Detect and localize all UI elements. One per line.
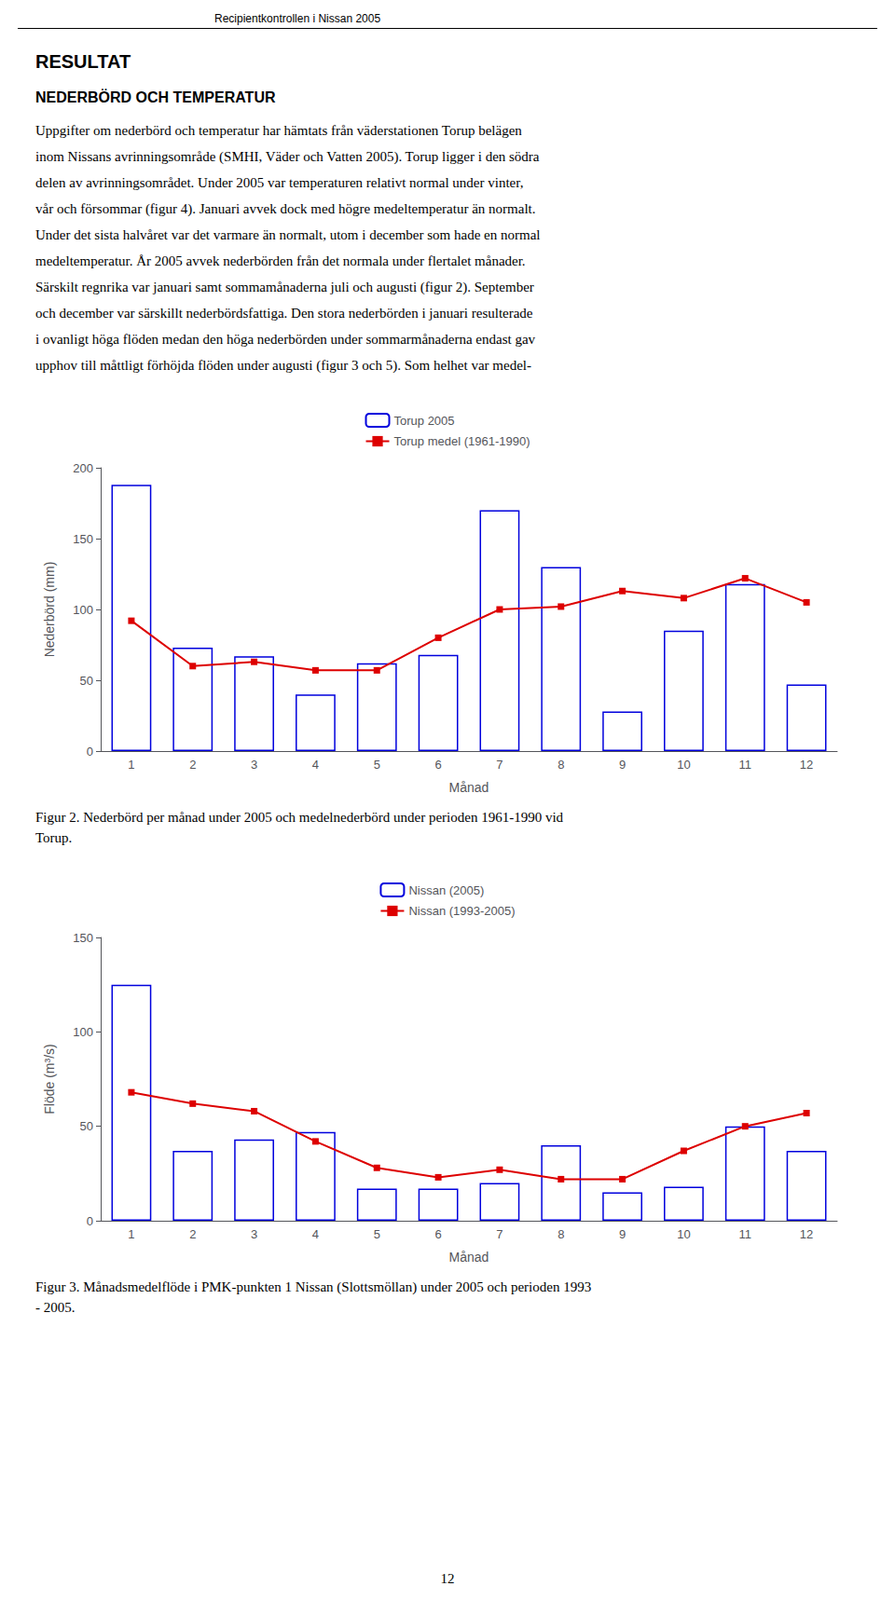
html-text:i ovanligt höga flöden medan d: i ovanligt höga flöden medan den höga ne… — [35, 331, 536, 347]
svg-text:7: 7 — [495, 1227, 503, 1242]
html-text:Recipientkontrollen i Nissan 2: Recipientkontrollen i Nissan 2005 — [214, 12, 381, 26]
svg-text:2: 2 — [189, 757, 196, 772]
svg-text:9: 9 — [619, 1227, 626, 1242]
svg-text:1: 1 — [127, 757, 135, 772]
html-text:och december var särskillt ned: och december var särskillt nederbördsfat… — [35, 305, 533, 321]
svg-text:Nissan (1993-2005): Nissan (1993-2005) — [408, 904, 515, 919]
html-text:medeltemperatur. År 2005 avvek: medeltemperatur. År 2005 avvek nederbörd… — [35, 253, 526, 269]
svg-text:3: 3 — [250, 757, 258, 772]
svg-text:Nissan (2005): Nissan (2005) — [408, 883, 484, 898]
html-text:12: 12 — [440, 1571, 455, 1587]
svg-text:Torup medel (1961-1990): Torup medel (1961-1990) — [394, 434, 531, 449]
svg-text:0: 0 — [86, 744, 94, 759]
svg-text:0: 0 — [86, 1214, 94, 1229]
svg-text:50: 50 — [80, 674, 94, 689]
html-text:NEDERBÖRD OCH TEMPERATUR: NEDERBÖRD OCH TEMPERATUR — [35, 89, 276, 106]
html-text:upphov till måttligt förhöjda: upphov till måttligt förhöjda flöden und… — [35, 358, 532, 373]
svg-text:100: 100 — [72, 1025, 94, 1040]
svg-text:50: 50 — [80, 1119, 94, 1134]
html-text:RESULTAT: RESULTAT — [35, 51, 131, 72]
svg-text:2: 2 — [189, 1227, 196, 1242]
svg-text:6: 6 — [434, 1227, 441, 1242]
svg-text:4: 4 — [312, 757, 319, 772]
svg-text:5: 5 — [373, 757, 381, 772]
svg-text:1: 1 — [127, 1227, 135, 1242]
html-text:Figur 2. Nederbörd per månad u: Figur 2. Nederbörd per månad under 2005 … — [35, 810, 564, 846]
html-text:inom Nissans avrinningsområde: inom Nissans avrinningsområde (SMHI, Väd… — [35, 149, 540, 165]
html-text:Uppgifter om nederbörd och tem: Uppgifter om nederbörd och temperatur ha… — [35, 123, 522, 138]
svg-text:150: 150 — [72, 532, 94, 547]
svg-text:10: 10 — [676, 757, 690, 772]
svg-text:11: 11 — [739, 1227, 753, 1242]
svg-text:7: 7 — [495, 757, 503, 772]
svg-text:200: 200 — [72, 461, 94, 476]
svg-text:Torup 2005: Torup 2005 — [394, 413, 455, 428]
svg-text:Nederbörd (mm): Nederbörd (mm) — [41, 562, 57, 659]
html-text:Under det sista halvåret var d: Under det sista halvåret var det varmare… — [35, 227, 541, 243]
svg-text:12: 12 — [799, 757, 813, 772]
svg-text:8: 8 — [557, 1227, 565, 1242]
svg-text:Flöde (m³/s): Flöde (m³/s) — [41, 1044, 57, 1115]
svg-text:11: 11 — [739, 757, 753, 772]
svg-text:6: 6 — [434, 757, 441, 772]
svg-text:10: 10 — [676, 1227, 690, 1242]
svg-text:100: 100 — [72, 603, 94, 618]
svg-text:8: 8 — [557, 757, 565, 772]
svg-text:12: 12 — [799, 1227, 813, 1242]
html-text:Särskilt regnrika var januari: Särskilt regnrika var januari samt somma… — [35, 279, 535, 295]
svg-text:4: 4 — [312, 1227, 319, 1242]
svg-text:5: 5 — [373, 1227, 381, 1242]
svg-text:150: 150 — [72, 931, 94, 946]
html-text:vår och försommar (figur 4). J: vår och försommar (figur 4). Januari avv… — [35, 201, 536, 217]
svg-text:3: 3 — [250, 1227, 258, 1242]
svg-text:Månad: Månad — [449, 780, 490, 796]
html-text:Figur 3. Månadsmedelflöde i PM: Figur 3. Månadsmedelflöde i PMK-punkten … — [35, 1280, 592, 1316]
svg-text:9: 9 — [619, 757, 626, 772]
svg-text:Månad: Månad — [449, 1250, 490, 1266]
html-text:delen av avrinningsområdet. Un: delen av avrinningsområdet. Under 2005 v… — [35, 175, 524, 191]
